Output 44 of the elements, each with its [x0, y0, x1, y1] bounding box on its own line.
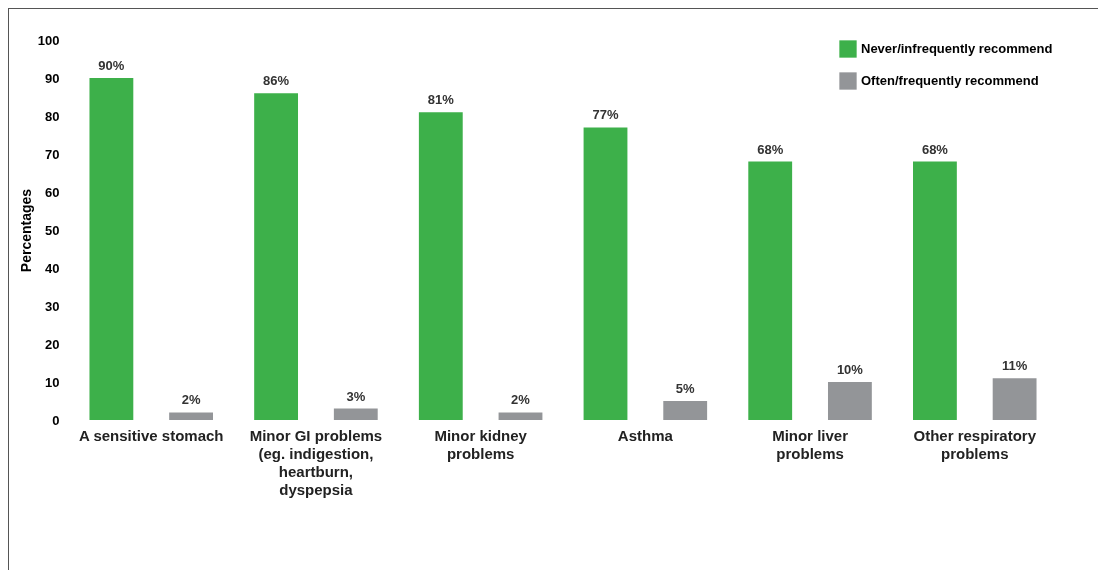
bar [498, 412, 543, 420]
bar [418, 112, 463, 420]
x-tick-label: Minor liver problems [772, 426, 849, 462]
data-label: 11% [1001, 358, 1028, 374]
data-label: 5% [675, 381, 696, 396]
bar [169, 412, 213, 420]
data-label: 68% [757, 141, 784, 157]
x-tick-label: Asthma [617, 426, 674, 444]
y-tick-label: 60 [45, 184, 60, 200]
bar [663, 401, 708, 420]
bar [89, 78, 134, 420]
data-label: 2% [511, 392, 531, 408]
y-tick-label: 100 [37, 32, 60, 48]
y-tick-label: 50 [45, 222, 60, 238]
bar [748, 161, 793, 420]
bar [992, 378, 1037, 420]
x-tick-label: Minor GI problems (eg. indigestion, heartburn, dyspepsia [249, 426, 383, 498]
y-tick-label: 80 [45, 108, 60, 124]
bar [913, 161, 957, 420]
x-tick-label: A sensitive stomach [78, 426, 224, 444]
x-tick-label: Minor kidney problems [434, 426, 528, 462]
legend-label: Often/frequently recommend [861, 73, 1039, 88]
bar [254, 93, 299, 420]
data-label: 3% [346, 388, 366, 404]
bar [333, 408, 378, 420]
y-tick-label: 30 [45, 298, 60, 314]
data-label: 90% [98, 58, 125, 73]
bar [583, 127, 628, 420]
y-tick-label: 70 [45, 146, 60, 162]
y-tick-label: 20 [45, 336, 60, 352]
y-tick-label: 0 [52, 412, 60, 428]
x-tick-label: Other respiratory problems [913, 426, 1037, 462]
data-label: 68% [921, 141, 949, 157]
legend-label: Never/infrequently recommend [861, 41, 1053, 56]
data-label: 86% [263, 73, 290, 89]
data-label: 10% [836, 362, 864, 377]
data-label: 81% [427, 92, 455, 108]
data-label: 77% [592, 107, 619, 123]
bar [827, 382, 872, 420]
y-axis-title: Percentages [17, 188, 34, 273]
y-tick-label: 90 [45, 70, 60, 86]
y-tick-label: 40 [45, 260, 60, 276]
y-tick-label: 10 [45, 374, 60, 390]
data-label: 2% [181, 392, 201, 408]
